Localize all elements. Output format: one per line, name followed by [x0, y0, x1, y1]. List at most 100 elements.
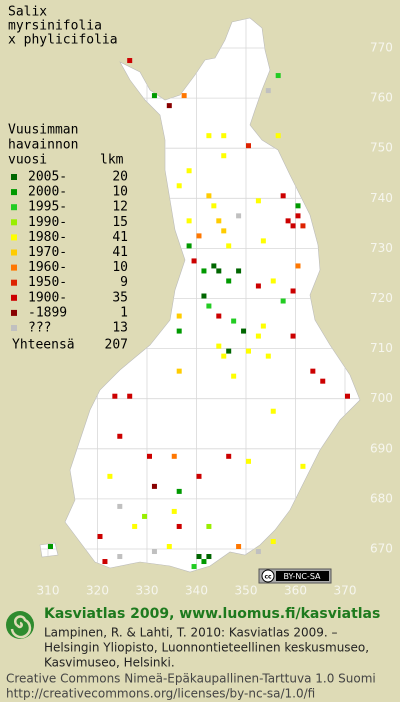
occurrence-square — [275, 133, 281, 139]
legend-swatch — [11, 294, 17, 301]
legend-count: 10 — [112, 185, 128, 200]
occurrence-square — [255, 198, 261, 204]
occurrence-square — [191, 258, 197, 264]
title-line: Salix — [8, 5, 47, 20]
y-grid-label: 770 — [370, 41, 393, 55]
occurrence-square — [216, 313, 222, 319]
legend-swatch — [11, 234, 17, 241]
occurrence-square — [221, 228, 227, 234]
occurrence-square — [255, 333, 261, 339]
x-grid-label: 320 — [86, 584, 109, 598]
occurrence-square — [221, 353, 227, 359]
occurrence-square — [216, 268, 222, 274]
occurrence-square — [295, 203, 301, 209]
occurrence-square — [176, 488, 182, 494]
legend-count: 1 — [120, 305, 128, 320]
occurrence-square — [176, 328, 182, 334]
y-grid-label: 750 — [370, 141, 393, 155]
citation-line: Lampinen, R. & Lahti, T. 2010: Kasviatla… — [44, 626, 338, 640]
occurrence-square — [231, 318, 237, 324]
legend-label: 1900- — [28, 290, 67, 305]
occurrence-square — [226, 348, 232, 354]
occurrence-square — [295, 263, 301, 269]
occurrence-square — [265, 88, 271, 94]
legend-label: 2005- — [28, 170, 67, 185]
occurrence-square — [181, 93, 187, 99]
occurrence-square — [270, 408, 276, 414]
license-line: http://creativecommons.org/licenses/by-n… — [6, 687, 315, 701]
x-grid-label: 360 — [284, 584, 307, 598]
occurrence-square — [186, 243, 192, 249]
occurrence-square — [176, 313, 182, 319]
title-line: x phylicifolia — [8, 33, 118, 48]
legend-header: Vuusimman — [8, 123, 78, 138]
legend-swatch — [11, 189, 17, 196]
y-grid-label: 670 — [370, 542, 393, 556]
occurrence-square — [300, 463, 306, 469]
occurrence-square — [176, 183, 182, 189]
occurrence-square — [176, 523, 182, 529]
legend-label: 1960- — [28, 260, 67, 275]
occurrence-square — [127, 58, 133, 64]
grid-labels: 310 320 330 340 350 360 370 770 760 750 740 730 720 7… — [37, 41, 393, 598]
occurrence-square — [265, 353, 271, 359]
occurrence-square — [280, 298, 286, 304]
legend-count: 12 — [112, 200, 128, 215]
cc-label: BY-NC-SA — [283, 572, 321, 581]
x-grid-label: 340 — [185, 584, 208, 598]
occurrence-square — [206, 193, 212, 199]
y-grid-label: 740 — [370, 191, 393, 205]
occurrence-square — [241, 328, 247, 334]
occurrence-square — [176, 368, 182, 374]
occurrence-square — [345, 393, 350, 399]
occurrence-square — [117, 554, 123, 560]
legend-total-label: Yhteensä — [12, 338, 75, 353]
legend-count: 10 — [112, 260, 128, 275]
y-grid-label: 690 — [370, 441, 393, 455]
occurrence-square — [112, 393, 118, 399]
legend-count-header: lkm — [100, 153, 124, 168]
occurrence-square — [260, 323, 266, 329]
legend-swatch — [11, 219, 17, 226]
occurrence-square — [206, 523, 212, 529]
occurrence-square — [280, 193, 286, 199]
occurrence-square — [117, 503, 123, 509]
legend-count: 41 — [112, 230, 128, 245]
legend-count: 41 — [112, 245, 128, 260]
occurrence-square — [260, 238, 266, 244]
legend-label: 1970- — [28, 245, 67, 260]
occurrence-square — [221, 133, 227, 139]
citation-line: Helsingin Yliopisto, Luonnontieteellinen… — [44, 641, 369, 655]
occurrence-square — [201, 559, 207, 565]
citation-line: Kasvimuseo, Helsinki. — [44, 656, 175, 670]
occurrence-square — [295, 213, 301, 219]
license-line: Creative Commons Nimeä-Epäkaupallinen-Ta… — [6, 672, 376, 686]
x-grid-label: 350 — [235, 584, 258, 598]
occurrence-square — [166, 544, 172, 549]
occurrence-square — [196, 233, 202, 239]
legend-count: 20 — [112, 170, 128, 185]
occurrence-square — [151, 483, 157, 489]
occurrence-square — [151, 549, 157, 555]
occurrence-square — [226, 453, 232, 459]
y-grid-label: 710 — [370, 341, 393, 355]
occurrence-square — [246, 348, 251, 354]
occurrence-squares — [48, 58, 350, 570]
occurrence-square — [211, 203, 217, 209]
footer-heading: Kasviatlas 2009, www.luomus.fi/kasviatla… — [44, 606, 380, 622]
occurrence-square — [216, 343, 222, 349]
legend-swatch — [11, 249, 17, 256]
legend-header: havainnon — [8, 138, 78, 153]
occurrence-square — [206, 133, 212, 139]
occurrence-square — [132, 523, 138, 529]
cc-badge: cc BY-NC-SA — [258, 568, 332, 584]
legend: 2005- 20 2000- 10 1995- 12 1990- 15 1980- 41 1970-… — [11, 170, 128, 336]
occurrence-square — [216, 218, 222, 224]
legend-header: vuosi — [8, 153, 47, 168]
legend-swatch — [11, 264, 17, 271]
y-grid-label: 730 — [370, 241, 393, 255]
occurrence-square — [48, 544, 53, 549]
occurrence-square — [290, 288, 296, 294]
legend-label: 2000- — [28, 185, 67, 200]
occurrence-square — [211, 263, 217, 269]
